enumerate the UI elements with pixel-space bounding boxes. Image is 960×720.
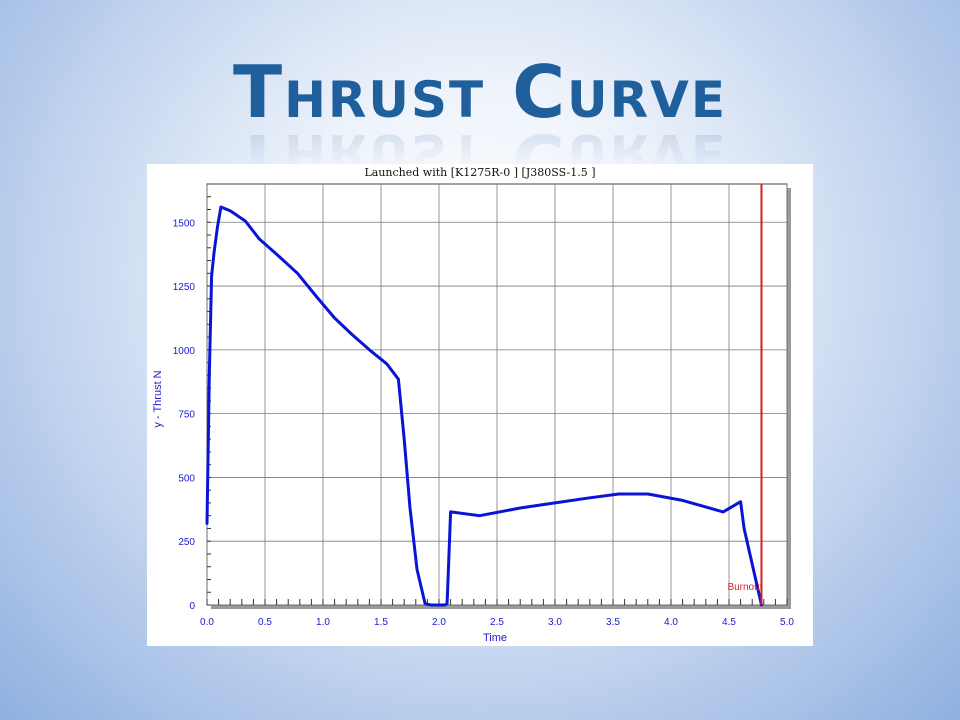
y-tick-label: 1250 xyxy=(173,282,196,293)
x-tick-label: 1.5 xyxy=(374,617,388,628)
x-tick-label: 0.0 xyxy=(200,617,214,628)
burnout-label: Burnout xyxy=(727,582,762,593)
x-tick-label: 2.5 xyxy=(490,617,504,628)
y-tick-label: 0 xyxy=(189,601,195,612)
thrust-chart: Launched with [K1275R-0 ] [J380SS-1.5 ] … xyxy=(152,166,794,644)
x-tick-label: 3.5 xyxy=(606,617,620,628)
y-tick-label: 250 xyxy=(178,537,195,548)
chart-title: Launched with [K1275R-0 ] [J380SS-1.5 ] xyxy=(364,166,595,179)
x-tick-label: 1.0 xyxy=(316,617,330,628)
x-tick-labels: 0.0 0.5 1.0 1.5 2.0 2.5 3.0 3.5 4.0 4.5 5.0 xyxy=(200,617,794,628)
slide-title: Thrust Curve xyxy=(232,50,728,134)
y-tick-label: 1000 xyxy=(173,346,196,357)
x-tick-label: 0.5 xyxy=(258,617,272,628)
y-tick-label: 500 xyxy=(178,473,195,484)
x-tick-label: 3.0 xyxy=(548,617,562,628)
series-layer xyxy=(205,205,763,607)
y-axis-label: y - Thrust N xyxy=(152,370,164,427)
thrust-series-line xyxy=(205,205,763,607)
x-tick-label: 4.5 xyxy=(722,617,736,628)
thrust-chart-panel: Launched with [K1275R-0 ] [J380SS-1.5 ] … xyxy=(147,164,813,646)
x-tick-label: 5.0 xyxy=(780,617,794,628)
y-tick-label: 750 xyxy=(178,410,195,421)
x-tick-label: 4.0 xyxy=(664,617,678,628)
burnout-marker: Burnout xyxy=(727,184,763,605)
grid-lines xyxy=(206,184,788,606)
x-tick-label: 2.0 xyxy=(432,617,446,628)
y-tick-labels: 0 250 500 750 1000 1250 1500 xyxy=(173,218,196,612)
y-tick-label: 1500 xyxy=(173,218,196,229)
x-axis-label: Time xyxy=(483,632,507,644)
